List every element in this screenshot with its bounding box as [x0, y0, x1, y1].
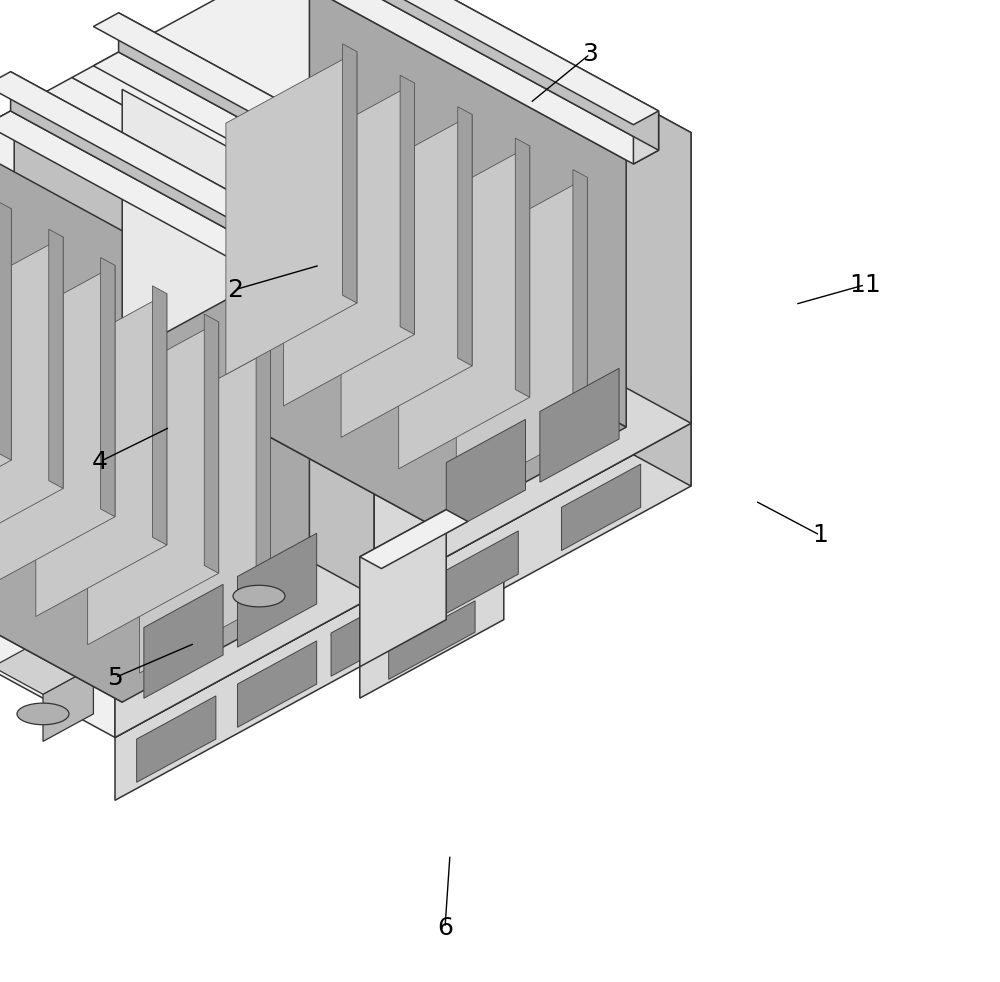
- Polygon shape: [36, 294, 167, 617]
- Polygon shape: [432, 133, 691, 565]
- Polygon shape: [343, 44, 357, 303]
- Polygon shape: [633, 111, 659, 164]
- Polygon shape: [0, 186, 162, 421]
- Polygon shape: [43, 667, 93, 741]
- Polygon shape: [561, 464, 641, 551]
- Polygon shape: [360, 510, 446, 667]
- Polygon shape: [573, 170, 587, 429]
- Polygon shape: [14, 78, 432, 305]
- Polygon shape: [119, 13, 479, 248]
- Polygon shape: [299, 0, 659, 150]
- Polygon shape: [204, 314, 219, 573]
- Polygon shape: [439, 531, 518, 618]
- Polygon shape: [49, 229, 63, 488]
- Polygon shape: [93, 52, 479, 262]
- Polygon shape: [0, 262, 122, 702]
- Polygon shape: [209, 521, 309, 576]
- Polygon shape: [273, 0, 659, 125]
- Polygon shape: [101, 257, 115, 517]
- Polygon shape: [137, 696, 216, 783]
- Polygon shape: [139, 351, 271, 673]
- Text: 4: 4: [92, 450, 108, 473]
- Polygon shape: [115, 376, 691, 737]
- Text: 11: 11: [849, 273, 881, 297]
- Polygon shape: [540, 368, 619, 482]
- Ellipse shape: [17, 703, 69, 725]
- Polygon shape: [122, 254, 626, 529]
- Polygon shape: [331, 590, 410, 677]
- Polygon shape: [0, 225, 162, 435]
- Polygon shape: [0, 427, 309, 702]
- Polygon shape: [360, 510, 468, 569]
- Polygon shape: [341, 115, 472, 437]
- Polygon shape: [309, 0, 626, 427]
- Polygon shape: [72, 0, 691, 274]
- Polygon shape: [72, 353, 691, 690]
- Polygon shape: [88, 322, 219, 645]
- Polygon shape: [0, 201, 11, 461]
- Polygon shape: [115, 305, 374, 737]
- Polygon shape: [0, 111, 371, 321]
- Text: 3: 3: [582, 42, 598, 66]
- Polygon shape: [0, 639, 93, 694]
- Polygon shape: [122, 89, 439, 529]
- Polygon shape: [11, 72, 371, 307]
- Polygon shape: [399, 146, 530, 468]
- Polygon shape: [273, 0, 659, 164]
- Polygon shape: [389, 601, 475, 680]
- Polygon shape: [283, 83, 415, 406]
- Polygon shape: [152, 286, 167, 545]
- Text: 2: 2: [227, 278, 243, 301]
- Polygon shape: [137, 382, 162, 435]
- Polygon shape: [237, 641, 317, 728]
- Polygon shape: [331, 557, 504, 651]
- Polygon shape: [374, 274, 432, 596]
- Polygon shape: [256, 343, 271, 602]
- Polygon shape: [0, 265, 115, 588]
- Polygon shape: [456, 178, 587, 500]
- Text: 5: 5: [107, 666, 123, 689]
- Text: 6: 6: [437, 916, 453, 940]
- Polygon shape: [259, 549, 309, 624]
- Polygon shape: [93, 13, 479, 223]
- Polygon shape: [144, 584, 223, 698]
- Polygon shape: [400, 76, 415, 335]
- Polygon shape: [0, 186, 162, 396]
- Polygon shape: [446, 419, 525, 533]
- Polygon shape: [14, 109, 374, 596]
- Polygon shape: [0, 72, 371, 282]
- Polygon shape: [0, 209, 11, 531]
- Polygon shape: [0, 227, 691, 737]
- Polygon shape: [515, 138, 530, 398]
- Polygon shape: [0, 160, 309, 600]
- Polygon shape: [0, 109, 374, 447]
- Polygon shape: [453, 209, 479, 262]
- Polygon shape: [115, 423, 691, 800]
- Polygon shape: [226, 52, 357, 374]
- Polygon shape: [237, 533, 317, 647]
- Text: 1: 1: [812, 523, 828, 547]
- Polygon shape: [0, 237, 63, 560]
- Polygon shape: [458, 107, 472, 366]
- Polygon shape: [360, 573, 504, 698]
- Polygon shape: [331, 227, 691, 486]
- Ellipse shape: [233, 585, 285, 607]
- Polygon shape: [331, 0, 691, 423]
- Polygon shape: [345, 268, 371, 321]
- Polygon shape: [648, 353, 691, 423]
